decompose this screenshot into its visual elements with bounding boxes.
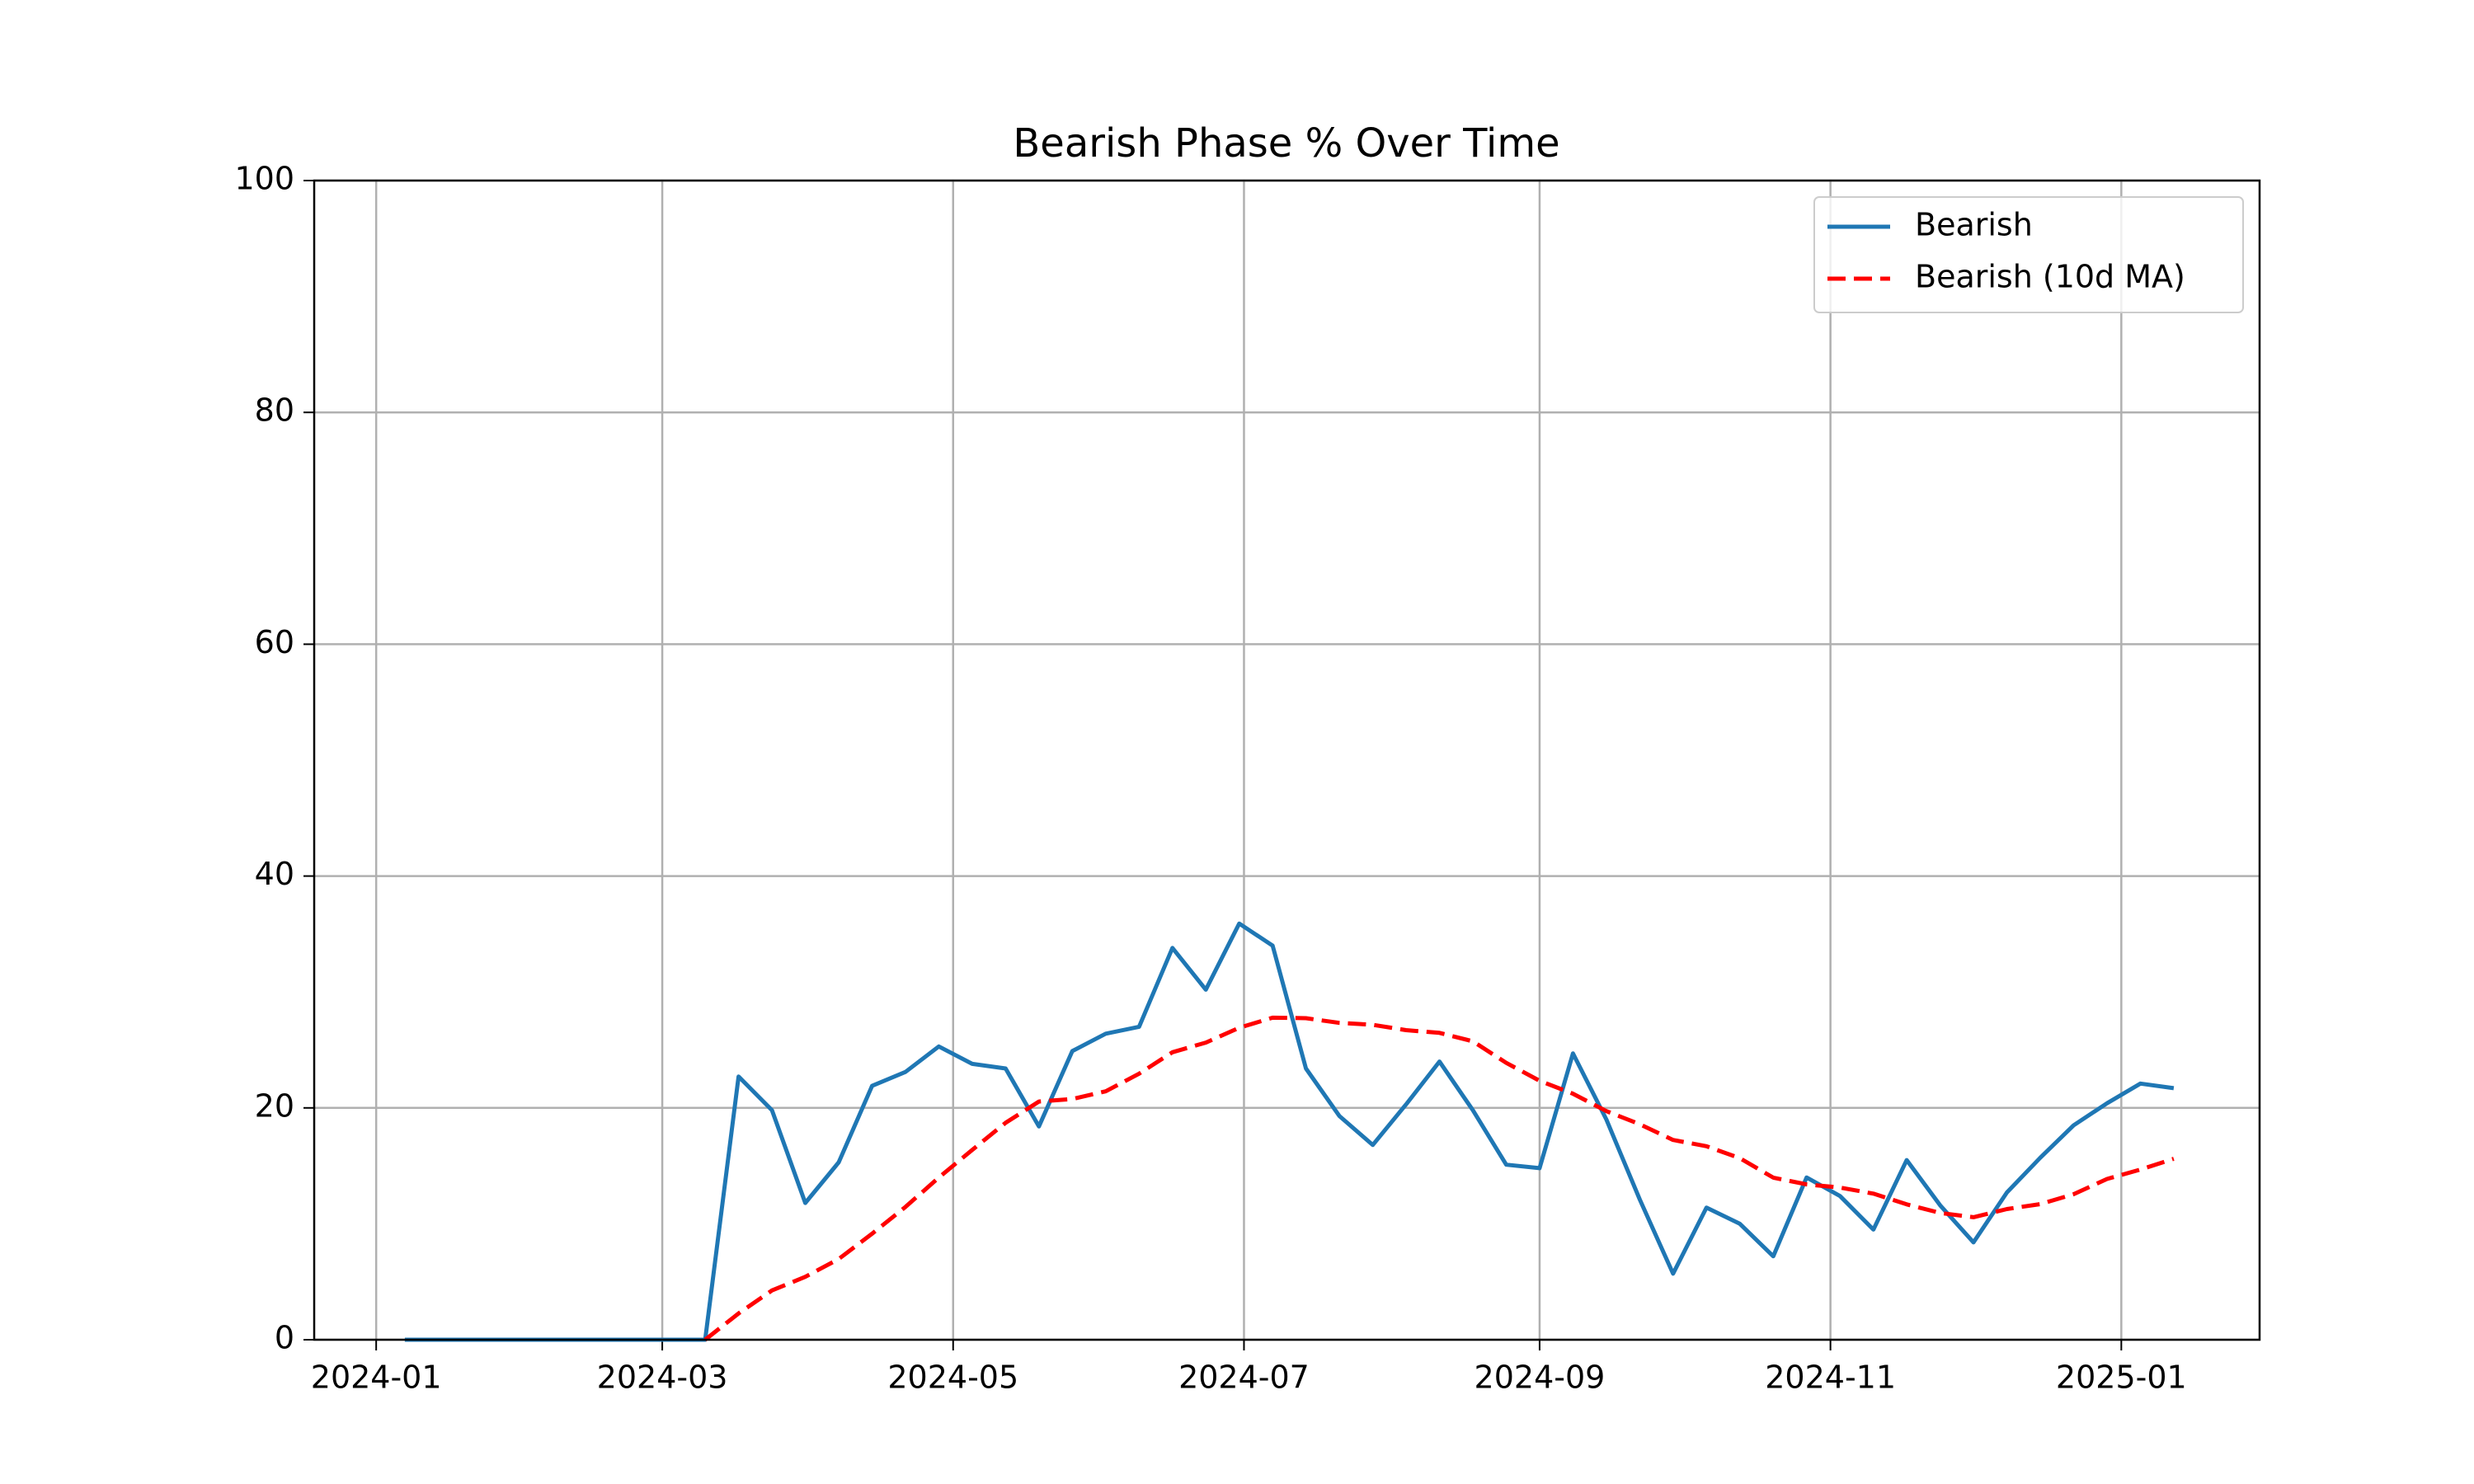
y-tick-label: 60	[255, 624, 294, 660]
y-tick-label: 80	[255, 392, 294, 429]
y-tick-label: 100	[234, 161, 294, 197]
data-line	[703, 1015, 2175, 1341]
x-tick-label: 2024-03	[597, 1360, 728, 1396]
y-tick-label: 40	[255, 856, 294, 892]
legend-label: Bearish	[1915, 207, 2033, 243]
y-tick-label: 20	[255, 1087, 294, 1124]
x-tick-label: 2024-05	[887, 1360, 1018, 1396]
chart-title: Bearish Phase % Over Time	[1013, 120, 1559, 167]
y-tick-label: 0	[275, 1320, 294, 1356]
x-tick-label: 2024-11	[1765, 1360, 1896, 1396]
x-tick-label: 2024-01	[311, 1360, 442, 1396]
legend-label: Bearish (10d MA)	[1915, 259, 2185, 295]
legend: Bearish Bearish (10d MA)	[1813, 196, 2244, 313]
x-tick-label: 2024-07	[1178, 1360, 1310, 1396]
plot-frame	[313, 179, 2261, 1341]
x-tick-label: 2024-09	[1475, 1360, 1606, 1396]
legend-box	[1813, 196, 2244, 313]
x-tick-label: 2025-01	[2056, 1360, 2187, 1396]
